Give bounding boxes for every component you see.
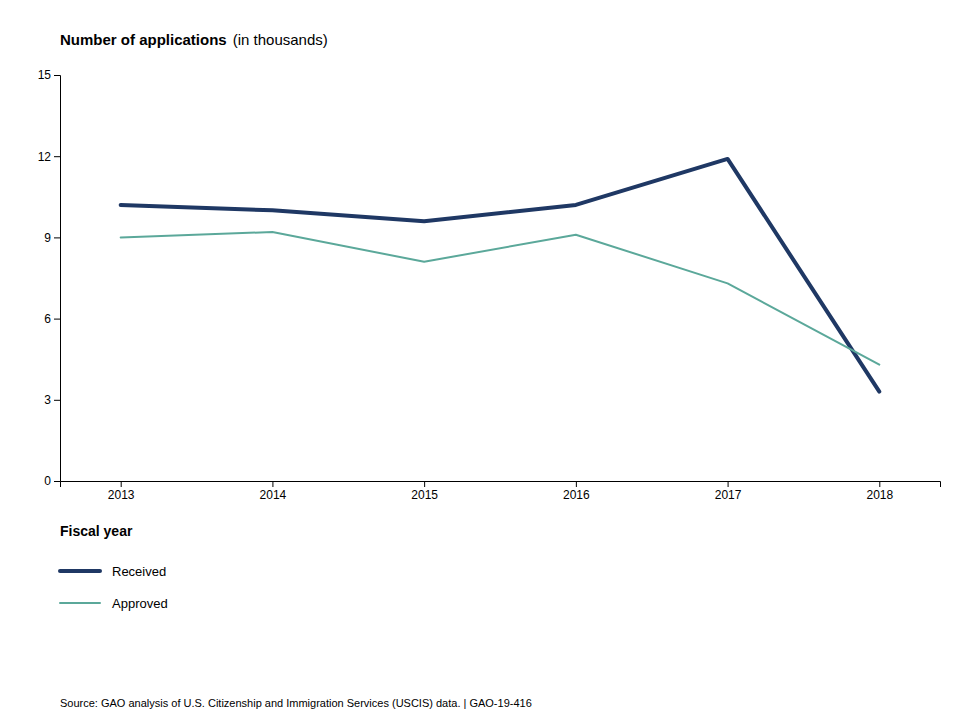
x-tick: 2014 bbox=[260, 481, 287, 502]
legend-label: Approved bbox=[112, 596, 168, 611]
y-axis: 0 3 6 9 12 15 bbox=[38, 68, 61, 488]
y-tick-mark bbox=[54, 156, 60, 157]
y-tick-mark bbox=[54, 400, 60, 401]
x-tick-label: 2016 bbox=[563, 488, 590, 502]
plot-area: 2013 2014 2015 2016 2017 2018 0 3 6 9 12 15 bbox=[38, 68, 941, 501]
chart: 2013 2014 2015 2016 2017 2018 0 3 6 9 12 15 Number o… bbox=[0, 0, 975, 721]
x-tick-mark bbox=[576, 481, 577, 487]
y-tick: 0 bbox=[44, 474, 60, 488]
y-tick-mark bbox=[54, 319, 60, 320]
y-tick-label: 12 bbox=[38, 150, 52, 164]
y-tick: 15 bbox=[38, 68, 60, 82]
y-tick-label: 0 bbox=[44, 474, 51, 488]
x-tick-mark bbox=[424, 481, 425, 487]
legend-label: Received bbox=[112, 564, 166, 579]
lines bbox=[121, 159, 880, 392]
x-axis-line bbox=[61, 482, 941, 488]
y-tick: 9 bbox=[44, 231, 60, 245]
legend-item: Approved bbox=[60, 596, 168, 611]
legend-item: Received bbox=[60, 564, 166, 579]
y-tick-label: 3 bbox=[44, 393, 51, 407]
legend: Received Approved bbox=[60, 564, 168, 611]
x-axis-title: Fiscal year bbox=[60, 523, 133, 539]
series-line bbox=[121, 159, 880, 392]
x-tick-label: 2017 bbox=[715, 488, 742, 502]
x-tick: 2016 bbox=[563, 481, 590, 502]
y-tick: 3 bbox=[44, 393, 60, 407]
x-tick: 2015 bbox=[411, 481, 438, 502]
x-tick-label: 2013 bbox=[108, 488, 135, 502]
y-tick-label: 15 bbox=[38, 68, 52, 82]
x-tick: 2017 bbox=[715, 481, 742, 502]
y-tick-mark bbox=[54, 75, 60, 76]
x-tick-mark bbox=[121, 481, 122, 487]
x-tick-mark bbox=[272, 481, 273, 487]
annotation: Source: GAO analysis of U.S. Citizenship… bbox=[60, 697, 532, 709]
subtitle: (in thousands) bbox=[233, 31, 328, 48]
x-tick-label: 2014 bbox=[260, 488, 287, 502]
x-tick: 2018 bbox=[866, 481, 893, 502]
y-tick: 6 bbox=[44, 312, 60, 326]
x-tick-mark bbox=[879, 481, 880, 487]
x-tick-label: 2018 bbox=[866, 488, 893, 502]
y-tick-mark bbox=[54, 237, 60, 238]
legend-swatch bbox=[60, 569, 100, 573]
x-tick-label: 2015 bbox=[411, 488, 438, 502]
legend-swatch bbox=[60, 602, 100, 604]
y-tick-label: 6 bbox=[44, 312, 51, 326]
title: Number of applications bbox=[60, 31, 227, 48]
y-tick-label: 9 bbox=[44, 231, 51, 245]
y-axis-line bbox=[54, 76, 61, 482]
x-tick-mark bbox=[728, 481, 729, 487]
series-line bbox=[121, 232, 880, 365]
x-tick: 2013 bbox=[108, 481, 135, 502]
y-tick-mark bbox=[54, 481, 60, 482]
y-tick: 12 bbox=[38, 150, 60, 164]
x-axis: 2013 2014 2015 2016 2017 2018 bbox=[61, 481, 941, 502]
